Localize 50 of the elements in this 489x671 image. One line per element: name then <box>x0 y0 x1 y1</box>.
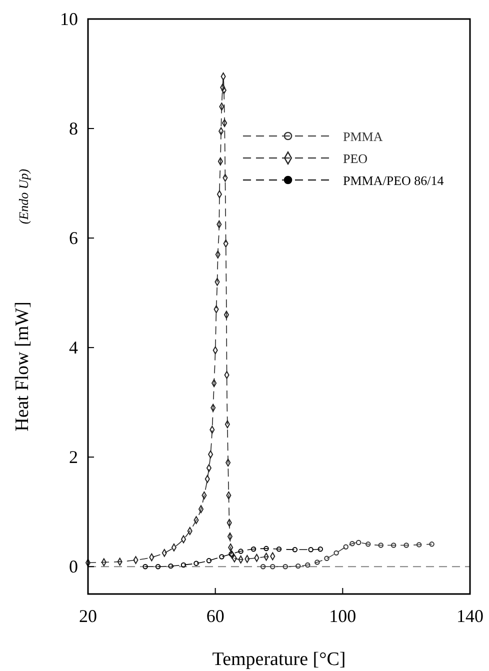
y-axis-title: Heat Flow [mW] <box>12 302 33 432</box>
point <box>264 546 269 552</box>
point <box>260 564 266 570</box>
point <box>378 542 384 548</box>
point <box>350 541 355 546</box>
legend-entry: PMMA/PEO 86/14 <box>242 173 444 188</box>
point <box>276 546 282 552</box>
point <box>282 564 288 570</box>
point <box>168 563 174 569</box>
point <box>366 542 371 547</box>
point <box>356 540 362 546</box>
point <box>314 560 320 565</box>
point <box>295 563 301 569</box>
text: (Endo Up) <box>16 168 31 224</box>
point <box>142 564 148 570</box>
point <box>390 542 396 548</box>
point <box>180 562 186 568</box>
point <box>250 546 256 552</box>
point <box>324 556 330 562</box>
point <box>305 562 310 568</box>
point <box>343 544 348 550</box>
point <box>85 558 91 567</box>
point <box>238 548 244 554</box>
point <box>194 560 199 566</box>
y-tick-label: 6 <box>69 228 78 248</box>
legend-entry: PEO <box>242 150 368 166</box>
x-tick-label: 20 <box>79 606 97 626</box>
point <box>334 550 339 556</box>
y-tick-label: 10 <box>60 9 78 29</box>
point <box>270 564 276 570</box>
y-tick-label: 4 <box>69 338 78 358</box>
point <box>318 546 323 552</box>
x-tick-label: 140 <box>456 606 484 626</box>
y-tick-label: 0 <box>69 556 78 577</box>
x-tick-label: 60 <box>206 606 224 626</box>
x-tick-label: 100 <box>329 606 356 626</box>
point <box>404 542 409 548</box>
point <box>219 554 224 560</box>
y-tick-label: 8 <box>69 118 78 139</box>
x-axis-title: Temperature [°C] <box>212 649 346 670</box>
point <box>429 542 434 547</box>
point <box>228 551 234 557</box>
legend-entry: PMMA <box>242 129 383 144</box>
point <box>155 564 161 570</box>
point <box>292 547 298 552</box>
point <box>206 558 212 564</box>
point <box>180 535 186 544</box>
y-tick-label: 2 <box>69 447 78 468</box>
point <box>416 542 422 548</box>
point <box>308 547 314 552</box>
